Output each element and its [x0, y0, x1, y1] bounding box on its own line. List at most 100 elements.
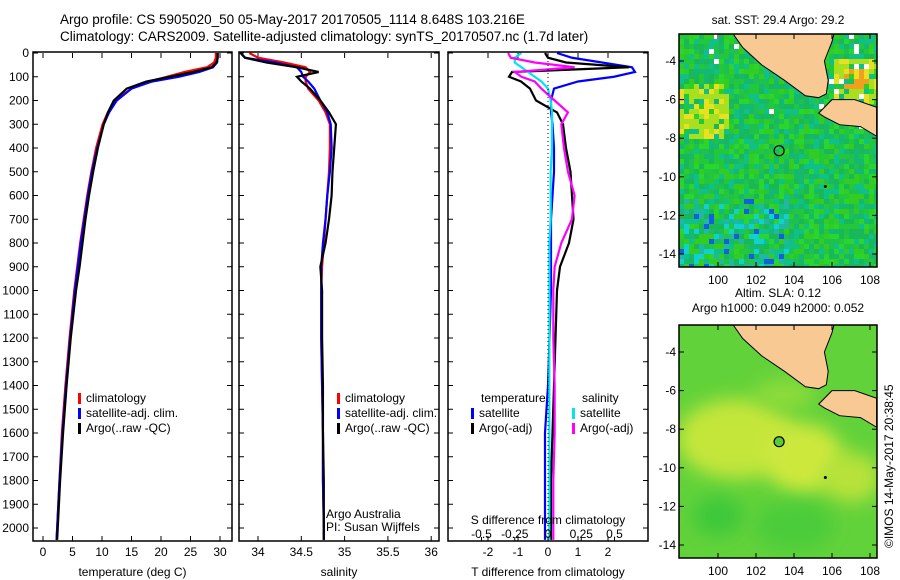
sst-cell [844, 214, 849, 219]
sst-cell [699, 199, 704, 204]
sst-cell [874, 49, 877, 54]
sst-cell [764, 184, 769, 189]
sst-cell [799, 254, 804, 259]
sst-cell [789, 249, 794, 254]
sst-cell [704, 49, 709, 54]
y-tick-label: 1800 [2, 474, 29, 488]
sst-cell [689, 39, 694, 44]
sst-cell [749, 204, 754, 209]
sst-cell [864, 139, 869, 144]
sst-cell [789, 134, 794, 139]
sst-cell [814, 179, 819, 184]
sst-cell [794, 154, 799, 159]
sst-cell [714, 209, 719, 214]
sst-cell [719, 59, 724, 64]
sst-cell [699, 34, 704, 39]
sst-cell [789, 259, 794, 264]
sst-cell [684, 99, 689, 104]
sst-cell [734, 179, 739, 184]
sst-cell [739, 259, 744, 264]
sst-cell [679, 119, 684, 124]
sst-cell [864, 134, 869, 139]
sst-cell [844, 219, 849, 224]
sst-cell [704, 54, 709, 59]
x-tick-label: 35 [338, 545, 352, 559]
sst-cell [729, 84, 734, 89]
sst-cell [824, 264, 829, 267]
sst-cell [719, 199, 724, 204]
sst-cell [714, 194, 719, 199]
sst-cell [764, 164, 769, 169]
sst-cell [759, 94, 764, 99]
map-title: sat. SST: 29.4 Argo: 29.2 [712, 13, 845, 27]
sst-cell [799, 209, 804, 214]
sst-cell [874, 199, 877, 204]
sst-cell [709, 179, 714, 184]
sst-cell [764, 234, 769, 239]
y-tick-label: 1500 [2, 402, 29, 416]
sst-cell [869, 209, 874, 214]
sst-cell [689, 74, 694, 79]
sst-cell [704, 109, 709, 114]
sst-cell [784, 124, 789, 129]
sst-cell [809, 229, 814, 234]
sst-cell [874, 219, 877, 224]
y-tick-label: 600 [9, 189, 29, 203]
sst-cell [809, 214, 814, 219]
sst-cell [739, 234, 744, 239]
sst-cell [759, 219, 764, 224]
sst-cell [869, 69, 874, 74]
sst-cell [689, 229, 694, 234]
sst-cell [859, 44, 864, 49]
sst-cell [864, 204, 869, 209]
sst-cell [734, 239, 739, 244]
sst-cell [714, 44, 719, 49]
sst-cell [869, 134, 874, 139]
sst-cell [864, 89, 869, 94]
sst-cell [844, 39, 849, 44]
sst-cell [874, 229, 877, 234]
sst-cell [844, 194, 849, 199]
sst-cell [864, 74, 869, 79]
sst-cell [814, 219, 819, 224]
sst-cell [829, 204, 834, 209]
sst-cell [839, 34, 844, 39]
y-tick-label: 1700 [2, 450, 29, 464]
legend-swatch [78, 423, 81, 434]
map-field [679, 325, 877, 558]
sst-cell [719, 169, 724, 174]
sst-cell [829, 84, 834, 89]
sst-cell [724, 239, 729, 244]
y-tick-label: 0 [22, 46, 29, 60]
sst-cell [829, 249, 834, 254]
sst-cell [874, 144, 877, 149]
sst-cell [709, 229, 714, 234]
sst-cell [709, 34, 714, 39]
sst-cell [829, 174, 834, 179]
sst-cell [694, 124, 699, 129]
sst-cell [869, 264, 874, 267]
sst-cell [824, 134, 829, 139]
y-tick-label: 900 [9, 260, 29, 274]
sst-cell [754, 224, 759, 229]
sst-cell [694, 144, 699, 149]
sst-cell [864, 184, 869, 189]
sst-cell [689, 184, 694, 189]
sst-cell [784, 249, 789, 254]
sst-cell [864, 209, 869, 214]
sst-cell [759, 234, 764, 239]
s-axis-label: S difference from climatology [471, 513, 626, 527]
sst-cell [754, 129, 759, 134]
sst-cell [789, 204, 794, 209]
sst-cell [839, 189, 844, 194]
sst-cell [864, 54, 869, 59]
sst-cell [844, 239, 849, 244]
sst-cell [874, 249, 877, 254]
sst-cell [709, 114, 714, 119]
sst-cell [814, 99, 819, 104]
sst-cell [684, 234, 689, 239]
sst-cell [779, 114, 784, 119]
sst-cell [739, 129, 744, 134]
sst-cell [859, 174, 864, 179]
sst-cell [744, 94, 749, 99]
